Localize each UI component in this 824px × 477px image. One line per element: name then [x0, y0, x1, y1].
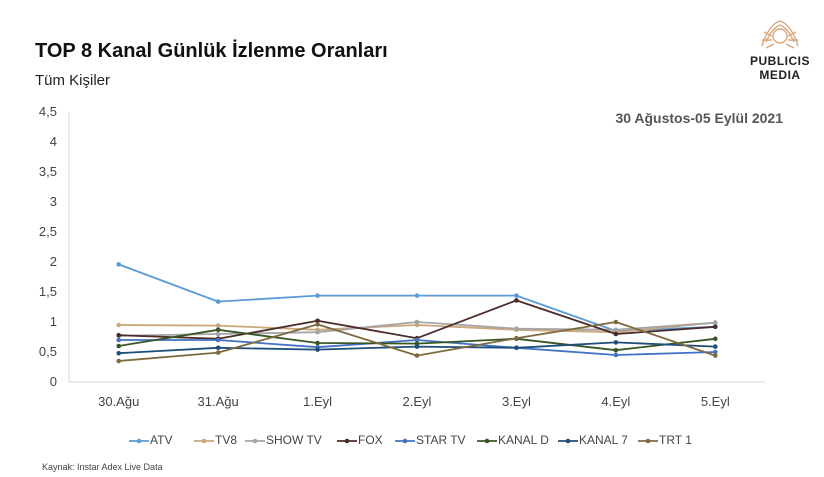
data-point-fox [712, 324, 718, 330]
data-point-star-tv [712, 349, 718, 355]
data-point-trt-1 [414, 353, 420, 358]
data-point-fox [613, 331, 619, 337]
data-point-trt-1 [514, 335, 519, 341]
legend-item-atv: ATV [128, 433, 172, 447]
data-point-show-tv [215, 331, 221, 337]
data-point-show-tv [315, 329, 320, 335]
data-point-atv [116, 262, 122, 267]
y-tick-label: 4,5 [39, 104, 57, 119]
x-tick-label: 2.Eyl [403, 394, 432, 409]
legend-item-trt-1: TRT 1 [637, 433, 692, 447]
x-tick-label: 5.Eyl [701, 394, 730, 409]
x-tick-label: 31.Ağu [198, 394, 239, 409]
y-tick-label: 2,5 [39, 224, 57, 239]
source-note: Kaynak: Instar Adex Live Data [42, 462, 163, 472]
data-point-tv8 [116, 322, 122, 328]
data-point-tv8 [215, 323, 221, 328]
x-tick-label: 1.Eyl [303, 394, 332, 409]
data-point-kanal-d [215, 327, 221, 333]
data-point-show-tv [712, 320, 718, 325]
data-point-star-tv [116, 337, 122, 343]
data-point-show-tv [414, 319, 420, 325]
data-point-fox [116, 332, 122, 338]
legend-swatch-icon [558, 438, 578, 444]
chart-series [116, 262, 718, 364]
legend-label: FOX [358, 433, 383, 447]
data-point-show-tv [514, 326, 519, 331]
data-point-kanal-7 [215, 345, 221, 351]
y-tick-label: 1,5 [39, 284, 57, 299]
legend-item-tv8: TV8 [193, 433, 237, 447]
legend-label: STAR TV [416, 433, 466, 447]
legend-label: KANAL 7 [579, 433, 628, 447]
x-tick-label: 3.Eyl [502, 394, 531, 409]
y-tick-label: 3,5 [39, 164, 57, 179]
data-point-kanal-7 [613, 340, 619, 345]
data-point-trt-1 [116, 358, 122, 364]
legend-item-kanal-d: KANAL D [476, 433, 549, 447]
data-point-fox [315, 318, 320, 324]
y-tick-label: 2 [50, 254, 57, 269]
legend-label: SHOW TV [266, 433, 322, 447]
publicis-lion-logo-icon [761, 20, 799, 49]
legend-swatch-icon [337, 438, 357, 444]
y-tick-label: 3 [50, 194, 57, 209]
data-point-fox [514, 298, 519, 303]
legend-item-fox: FOX [336, 433, 383, 447]
series-line-fox [118, 299, 716, 340]
date-range-label: 30 Ağustos-05 Eylül 2021 [615, 110, 783, 126]
y-tick-label: 0,5 [39, 344, 57, 359]
data-point-kanal-d [315, 340, 320, 346]
data-point-kanal-7 [315, 347, 320, 352]
logo-text-line2: MEDIA [759, 68, 801, 82]
data-point-kanal-d [712, 336, 718, 342]
legend-swatch-icon [194, 438, 214, 444]
data-point-atv [414, 293, 420, 298]
data-point-star-tv [414, 337, 420, 343]
legend-label: TV8 [215, 433, 238, 447]
legend-swatch-icon [129, 438, 149, 444]
x-tick-label: 30.Ağu [98, 394, 139, 409]
page-title: TOP 8 Kanal Günlük İzlenme Oranları [35, 40, 388, 62]
x-tick-label: 4.Eyl [601, 394, 630, 409]
data-point-atv [315, 293, 320, 298]
data-point-kanal-d [613, 347, 619, 353]
legend-label: KANAL D [498, 433, 549, 447]
data-point-trt-1 [215, 350, 221, 355]
data-point-show-tv [613, 327, 619, 333]
chart-axes: 0 0,5 1 1,5 2 2,5 3 3,5 4 4,5 30.Ağu 31.Ağu 1.Eyl 2.E… [39, 104, 765, 409]
legend-swatch-icon [638, 438, 658, 444]
data-point-kanal-d [116, 343, 122, 349]
data-point-kanal-7 [514, 345, 519, 351]
data-point-trt-1 [712, 353, 718, 358]
legend-swatch-icon [245, 438, 265, 444]
chart-legend: ATV TV8 SHOW TV FOX STAR TV KANAL D KANAL 7 TRT… [0, 433, 824, 447]
data-point-star-tv [215, 337, 221, 343]
legend-swatch-icon [477, 438, 497, 444]
data-point-atv [215, 299, 221, 304]
y-tick-label: 0 [50, 374, 57, 389]
data-point-kanal-7 [116, 350, 122, 356]
legend-label: TRT 1 [659, 433, 692, 447]
legend-item-kanal-7: KANAL 7 [557, 433, 628, 447]
page-subtitle: Tüm Kişiler [35, 72, 111, 89]
data-point-kanal-7 [712, 344, 718, 349]
data-point-trt-1 [315, 322, 320, 327]
y-tick-label: 1 [50, 314, 57, 329]
data-point-star-tv [613, 352, 619, 358]
legend-item-show-tv: SHOW TV [244, 433, 322, 447]
y-tick-label: 4 [50, 134, 57, 149]
data-point-atv [514, 293, 519, 298]
legend-label: ATV [150, 433, 173, 447]
data-point-trt-1 [613, 319, 619, 325]
legend-item-star-tv: STAR TV [394, 433, 466, 447]
logo-text-line1: PUBLICIS [749, 54, 810, 68]
legend-swatch-icon [395, 438, 415, 444]
data-point-kanal-7 [414, 344, 420, 349]
